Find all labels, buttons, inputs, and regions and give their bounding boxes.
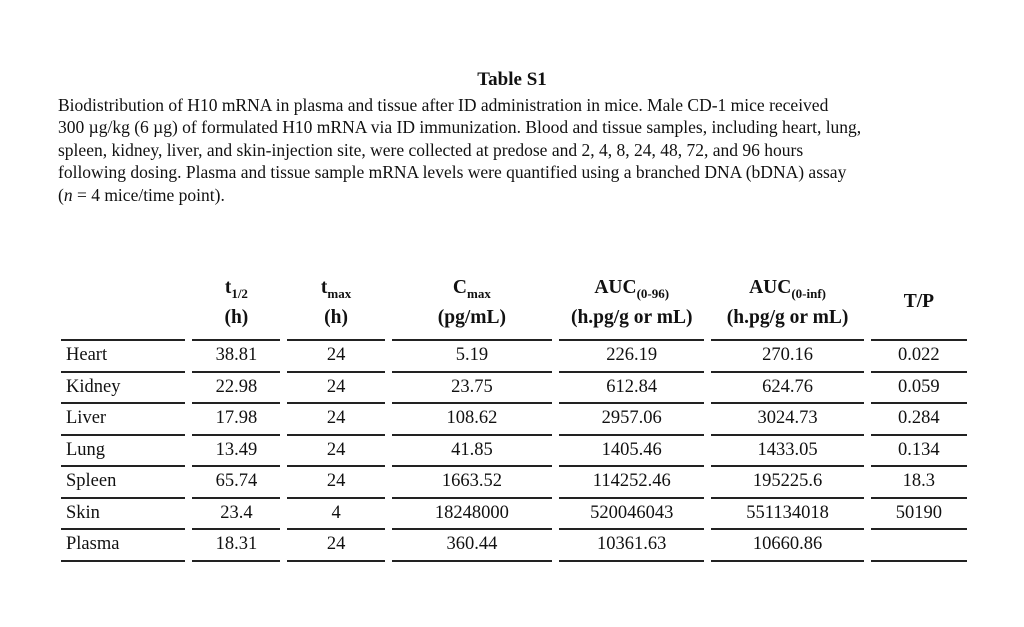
column-unit: (h) [224,307,249,329]
value-cell: 360.44 [391,528,553,562]
table-head: t1/2 (h) tmax (h) Cmax (pg/mL) AUC(0-96) (h.pg/… [61,272,967,339]
column-symbol: AUC(0-96) [594,277,670,301]
table-container: t1/2 (h) tmax (h) Cmax (pg/mL) AUC(0-96) (h.pg/… [54,272,967,562]
column-symbol: Cmax [452,277,491,301]
column-subscript: 1/2 [231,285,248,301]
column-symbol: t1/2 [224,277,248,301]
value-cell: 0.284 [870,402,967,434]
table-caption: Biodistribution of H10 mRNA in plasma an… [58,94,966,206]
value-cell: 520046043 [559,496,705,529]
organ-label: Heart [61,339,186,371]
value-cell: 108.62 [391,402,553,434]
table-row-lung: Lung 13.49 24 41.85 1405.46 1433.05 0.134 [61,433,967,466]
value-cell: 24 [287,465,385,497]
caption-line: Biodistribution of H10 mRNA in plasma an… [58,95,829,115]
value-cell: 612.84 [559,370,705,403]
column-header-organ [61,272,185,339]
table-header-row: t1/2 (h) tmax (h) Cmax (pg/mL) AUC(0-96) (h.pg/… [61,272,967,339]
column-symbol: T/P [903,291,935,313]
caption-line: 300 µg/kg (6 µg) of formulated H10 mRNA … [58,117,862,138]
value-cell: 24 [287,433,385,466]
value-cell: 23.75 [391,370,553,403]
column-subscript: max [327,285,352,301]
organ-label: Lung [61,433,186,466]
value-cell: 226.19 [559,339,705,371]
table-row-plasma: Plasma 18.31 24 360.44 10361.63 10660.86 [61,528,967,562]
column-header-auc-0-inf: AUC(0-inf) (h.pg/g or mL) [711,272,863,339]
value-cell: 114252.46 [559,465,705,497]
column-header-t-p: T/P [871,272,967,339]
caption-n-italic: n [63,184,73,205]
value-cell: 5.19 [391,339,553,371]
value-cell: 3024.73 [711,402,864,434]
organ-label: Skin [61,496,186,529]
caption-paren: ( [58,184,64,205]
organ-label: Plasma [61,528,186,562]
value-cell: 24 [287,370,385,403]
table-row-skin: Skin 23.4 4 18248000 520046043 551134018 50190 [61,496,967,529]
value-cell: 270.16 [711,339,864,371]
value-cell: 38.81 [192,339,281,371]
value-cell: 24 [287,339,385,371]
table-row-liver: Liver 17.98 24 108.62 2957.06 3024.73 0.284 [61,402,967,434]
value-cell: 65.74 [192,465,281,497]
value-cell [870,528,967,562]
column-symbol: tmax [320,277,352,301]
table-row-heart: Heart 38.81 24 5.19 226.19 270.16 0.022 [61,339,967,371]
biodistribution-table: t1/2 (h) tmax (h) Cmax (pg/mL) AUC(0-96) (h.pg/… [54,272,974,562]
column-header-auc-0-96: AUC(0-96) (h.pg/g or mL) [559,272,704,339]
caption-line-last: (n = 4 mice/time point). [58,184,966,206]
column-header-c-max: Cmax (pg/mL) [392,272,552,339]
value-cell: 551134018 [711,496,864,529]
organ-label: Spleen [61,465,186,497]
organ-label: Kidney [61,370,186,403]
column-subscript: (0-inf) [791,285,827,301]
value-cell: 1663.52 [391,465,553,497]
value-cell: 41.85 [391,433,553,466]
table-row-kidney: Kidney 22.98 24 23.75 612.84 624.76 0.059 [61,370,967,403]
value-cell: 0.134 [870,433,967,466]
value-cell: 0.022 [870,339,967,371]
value-cell: 22.98 [192,370,281,403]
value-cell: 624.76 [711,370,864,403]
column-header-t-half: t1/2 (h) [192,272,280,339]
value-cell: 10361.63 [559,528,705,562]
value-cell: 10660.86 [711,528,864,562]
value-cell: 195225.6 [711,465,864,497]
column-unit: (h) [324,307,349,329]
table-title: Table S1 [477,69,547,90]
caption-line: following dosing. Plasma and tissue samp… [58,162,847,183]
caption-line: spleen, kidney, liver, and skin-injectio… [58,139,804,160]
table-body: Heart 38.81 24 5.19 226.19 270.16 0.022 Kidney 2… [61,339,967,562]
column-unit: (pg/mL) [437,307,506,329]
value-cell: 18.3 [870,465,967,497]
value-cell: 13.49 [192,433,281,466]
value-cell: 1405.46 [559,433,705,466]
column-header-t-max: tmax (h) [287,272,384,339]
value-cell: 2957.06 [559,402,705,434]
value-cell: 1433.05 [711,433,864,466]
value-cell: 23.4 [192,496,281,529]
column-unit: (h.pg/g or mL) [726,307,849,329]
table-row-spleen: Spleen 65.74 24 1663.52 114252.46 195225.6 18.… [61,465,967,497]
value-cell: 50190 [870,496,967,529]
caption-rest: = 4 mice/time point). [72,184,225,205]
value-cell: 18.31 [192,528,281,562]
organ-label: Liver [61,402,186,434]
column-symbol: AUC(0-inf) [749,277,827,301]
value-cell: 24 [287,528,385,562]
document-page: Table S1 Biodistribution of H10 mRNA in … [58,68,967,562]
column-unit: (h.pg/g or mL) [570,307,693,329]
value-cell: 4 [287,496,385,529]
value-cell: 24 [287,402,385,434]
value-cell: 0.059 [870,370,967,403]
column-subscript: max [467,285,491,301]
column-subscript: (0-96) [636,285,670,301]
value-cell: 17.98 [192,402,281,434]
value-cell: 18248000 [391,496,553,529]
